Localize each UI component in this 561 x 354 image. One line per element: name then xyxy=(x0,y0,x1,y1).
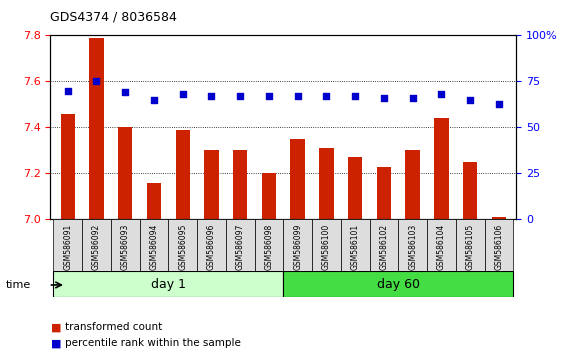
Point xyxy=(207,93,216,99)
Bar xyxy=(147,183,161,219)
FancyBboxPatch shape xyxy=(398,219,427,271)
FancyBboxPatch shape xyxy=(168,219,197,271)
Point xyxy=(466,97,475,103)
FancyBboxPatch shape xyxy=(255,219,283,271)
Bar xyxy=(204,150,219,219)
Text: ■: ■ xyxy=(50,338,61,348)
Point xyxy=(236,93,245,99)
Bar xyxy=(491,217,506,219)
Bar xyxy=(463,162,477,219)
FancyBboxPatch shape xyxy=(53,271,283,297)
Bar xyxy=(118,127,132,219)
Text: GSM586105: GSM586105 xyxy=(466,224,475,270)
Text: GSM586106: GSM586106 xyxy=(494,224,503,270)
Point xyxy=(322,93,331,99)
FancyBboxPatch shape xyxy=(111,219,140,271)
FancyBboxPatch shape xyxy=(226,219,255,271)
Text: time: time xyxy=(6,280,31,290)
Text: GSM586100: GSM586100 xyxy=(322,224,331,270)
Text: GSM586096: GSM586096 xyxy=(207,224,216,270)
FancyBboxPatch shape xyxy=(283,219,312,271)
Text: GSM586095: GSM586095 xyxy=(178,224,187,270)
Point xyxy=(264,93,273,99)
FancyBboxPatch shape xyxy=(370,219,398,271)
Text: GSM586093: GSM586093 xyxy=(121,224,130,270)
Point xyxy=(437,91,446,97)
Text: GSM586102: GSM586102 xyxy=(379,224,388,270)
Text: ■: ■ xyxy=(50,322,61,332)
FancyBboxPatch shape xyxy=(82,219,111,271)
Text: transformed count: transformed count xyxy=(65,322,162,332)
Text: GSM586091: GSM586091 xyxy=(63,224,72,270)
Text: GSM586101: GSM586101 xyxy=(351,224,360,270)
FancyBboxPatch shape xyxy=(427,219,456,271)
Bar xyxy=(377,167,391,219)
Point xyxy=(92,79,101,84)
Bar xyxy=(348,158,362,219)
FancyBboxPatch shape xyxy=(140,219,168,271)
FancyBboxPatch shape xyxy=(53,219,82,271)
Text: GSM586099: GSM586099 xyxy=(293,224,302,270)
Bar xyxy=(176,130,190,219)
Point xyxy=(293,93,302,99)
Bar xyxy=(406,150,420,219)
Bar xyxy=(319,148,334,219)
Point xyxy=(178,91,187,97)
Text: day 60: day 60 xyxy=(377,278,420,291)
FancyBboxPatch shape xyxy=(341,219,370,271)
Text: GSM586094: GSM586094 xyxy=(149,224,158,270)
Bar xyxy=(434,118,449,219)
Text: percentile rank within the sample: percentile rank within the sample xyxy=(65,338,241,348)
Text: day 1: day 1 xyxy=(151,278,186,291)
Point xyxy=(121,90,130,95)
FancyBboxPatch shape xyxy=(485,219,513,271)
Point xyxy=(408,95,417,101)
Bar xyxy=(89,38,104,219)
FancyBboxPatch shape xyxy=(197,219,226,271)
Bar xyxy=(291,139,305,219)
Bar xyxy=(61,114,75,219)
FancyBboxPatch shape xyxy=(456,219,485,271)
Text: GSM586092: GSM586092 xyxy=(92,224,101,270)
Point xyxy=(63,88,72,93)
Point xyxy=(351,93,360,99)
Text: GSM586104: GSM586104 xyxy=(437,224,446,270)
Point xyxy=(494,101,503,106)
Text: GSM586097: GSM586097 xyxy=(236,224,245,270)
Point xyxy=(149,97,158,103)
FancyBboxPatch shape xyxy=(312,219,341,271)
Bar xyxy=(233,150,247,219)
Text: GDS4374 / 8036584: GDS4374 / 8036584 xyxy=(50,10,177,23)
FancyBboxPatch shape xyxy=(283,271,513,297)
Bar xyxy=(262,173,276,219)
Text: GSM586098: GSM586098 xyxy=(264,224,273,270)
Text: GSM586103: GSM586103 xyxy=(408,224,417,270)
Point xyxy=(379,95,388,101)
